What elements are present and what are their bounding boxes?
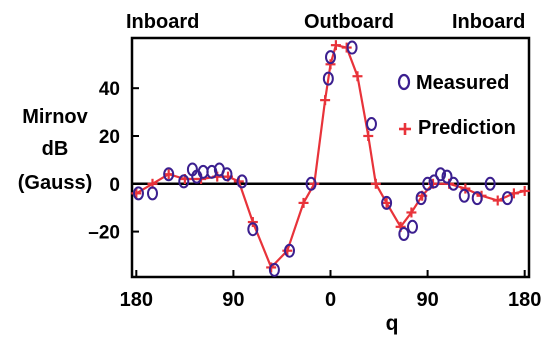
measured-point xyxy=(346,40,358,55)
prediction-point xyxy=(492,195,503,206)
y-tick-label: 0 xyxy=(109,175,120,196)
measured-point xyxy=(325,50,336,65)
legend-label-prediction: Prediction xyxy=(418,117,516,139)
prediction-point xyxy=(298,197,309,208)
prediction-point xyxy=(330,40,341,51)
measured-point xyxy=(415,191,427,206)
prediction-point xyxy=(247,217,258,228)
measured-point xyxy=(422,176,434,191)
prediction-point xyxy=(519,185,530,196)
measured-point xyxy=(146,186,158,201)
legend-label-measured: Measured xyxy=(416,72,509,94)
measured-point xyxy=(132,186,144,201)
prediction-point xyxy=(370,178,381,189)
measured-point xyxy=(206,164,218,179)
measured-point xyxy=(163,167,175,182)
measured-point xyxy=(435,167,447,182)
measured-point xyxy=(268,262,280,277)
measured-point xyxy=(484,176,496,191)
prediction-point xyxy=(406,207,417,218)
measured-point xyxy=(381,195,393,210)
y-axis-title-line-2: dB xyxy=(42,138,69,160)
measured-point xyxy=(441,169,453,184)
region-labels: Inboard Outboard Inboard xyxy=(126,11,525,33)
plot-area xyxy=(130,36,531,279)
prediction-point xyxy=(163,169,174,180)
measured-point xyxy=(305,176,317,191)
y-tick-labels: –20 0 20 40 xyxy=(88,79,120,243)
y-tick-label: 20 xyxy=(99,127,120,148)
measured-point xyxy=(221,167,233,182)
measured-point xyxy=(447,176,459,191)
x-tick-label: 90 xyxy=(222,289,244,311)
y-axis-title-line-3: (Gauss) xyxy=(18,172,92,194)
measured-point xyxy=(284,243,296,258)
legend-swatch-prediction xyxy=(399,123,411,135)
prediction-point xyxy=(352,71,363,82)
measured-point xyxy=(428,174,440,189)
region-label-inboard-left: Inboard xyxy=(126,11,199,33)
legend-item-prediction: Prediction xyxy=(399,117,516,139)
legend-item-measured: Measured xyxy=(397,72,509,94)
x-tick-label: 180 xyxy=(120,289,153,311)
x-axis-title: q xyxy=(386,312,399,335)
measured-point xyxy=(471,191,483,206)
prediction-point xyxy=(363,130,374,141)
measured-point xyxy=(406,219,418,234)
measured-point xyxy=(178,174,190,189)
x-tick-label: 0 xyxy=(325,289,336,311)
measured-point xyxy=(398,226,410,241)
x-tick-labels: 180 90 0 90 180 xyxy=(120,289,542,311)
measured-point xyxy=(458,188,470,203)
prediction-point xyxy=(381,197,392,208)
region-label-outboard: Outboard xyxy=(304,11,394,33)
legend-swatch-measured xyxy=(397,73,411,91)
measured-point xyxy=(247,222,259,237)
y-tick-label: –20 xyxy=(88,223,120,244)
x-tick-label: 180 xyxy=(508,289,541,311)
legend: Measured Prediction xyxy=(397,72,516,139)
measured-point xyxy=(236,174,248,189)
y-tick-label: 40 xyxy=(99,79,120,100)
measured-point xyxy=(501,191,513,206)
prediction-point xyxy=(325,59,336,70)
measured-point xyxy=(365,117,377,132)
prediction-point xyxy=(320,95,331,106)
prediction-point xyxy=(460,183,471,194)
y-axis-title-line-1: Mirnov xyxy=(22,106,88,128)
region-label-inboard-right: Inboard xyxy=(452,11,525,33)
measured-point xyxy=(322,71,334,86)
x-tick-label: 90 xyxy=(416,289,438,311)
y-axis-title: Mirnov dB (Gauss) xyxy=(18,106,92,194)
